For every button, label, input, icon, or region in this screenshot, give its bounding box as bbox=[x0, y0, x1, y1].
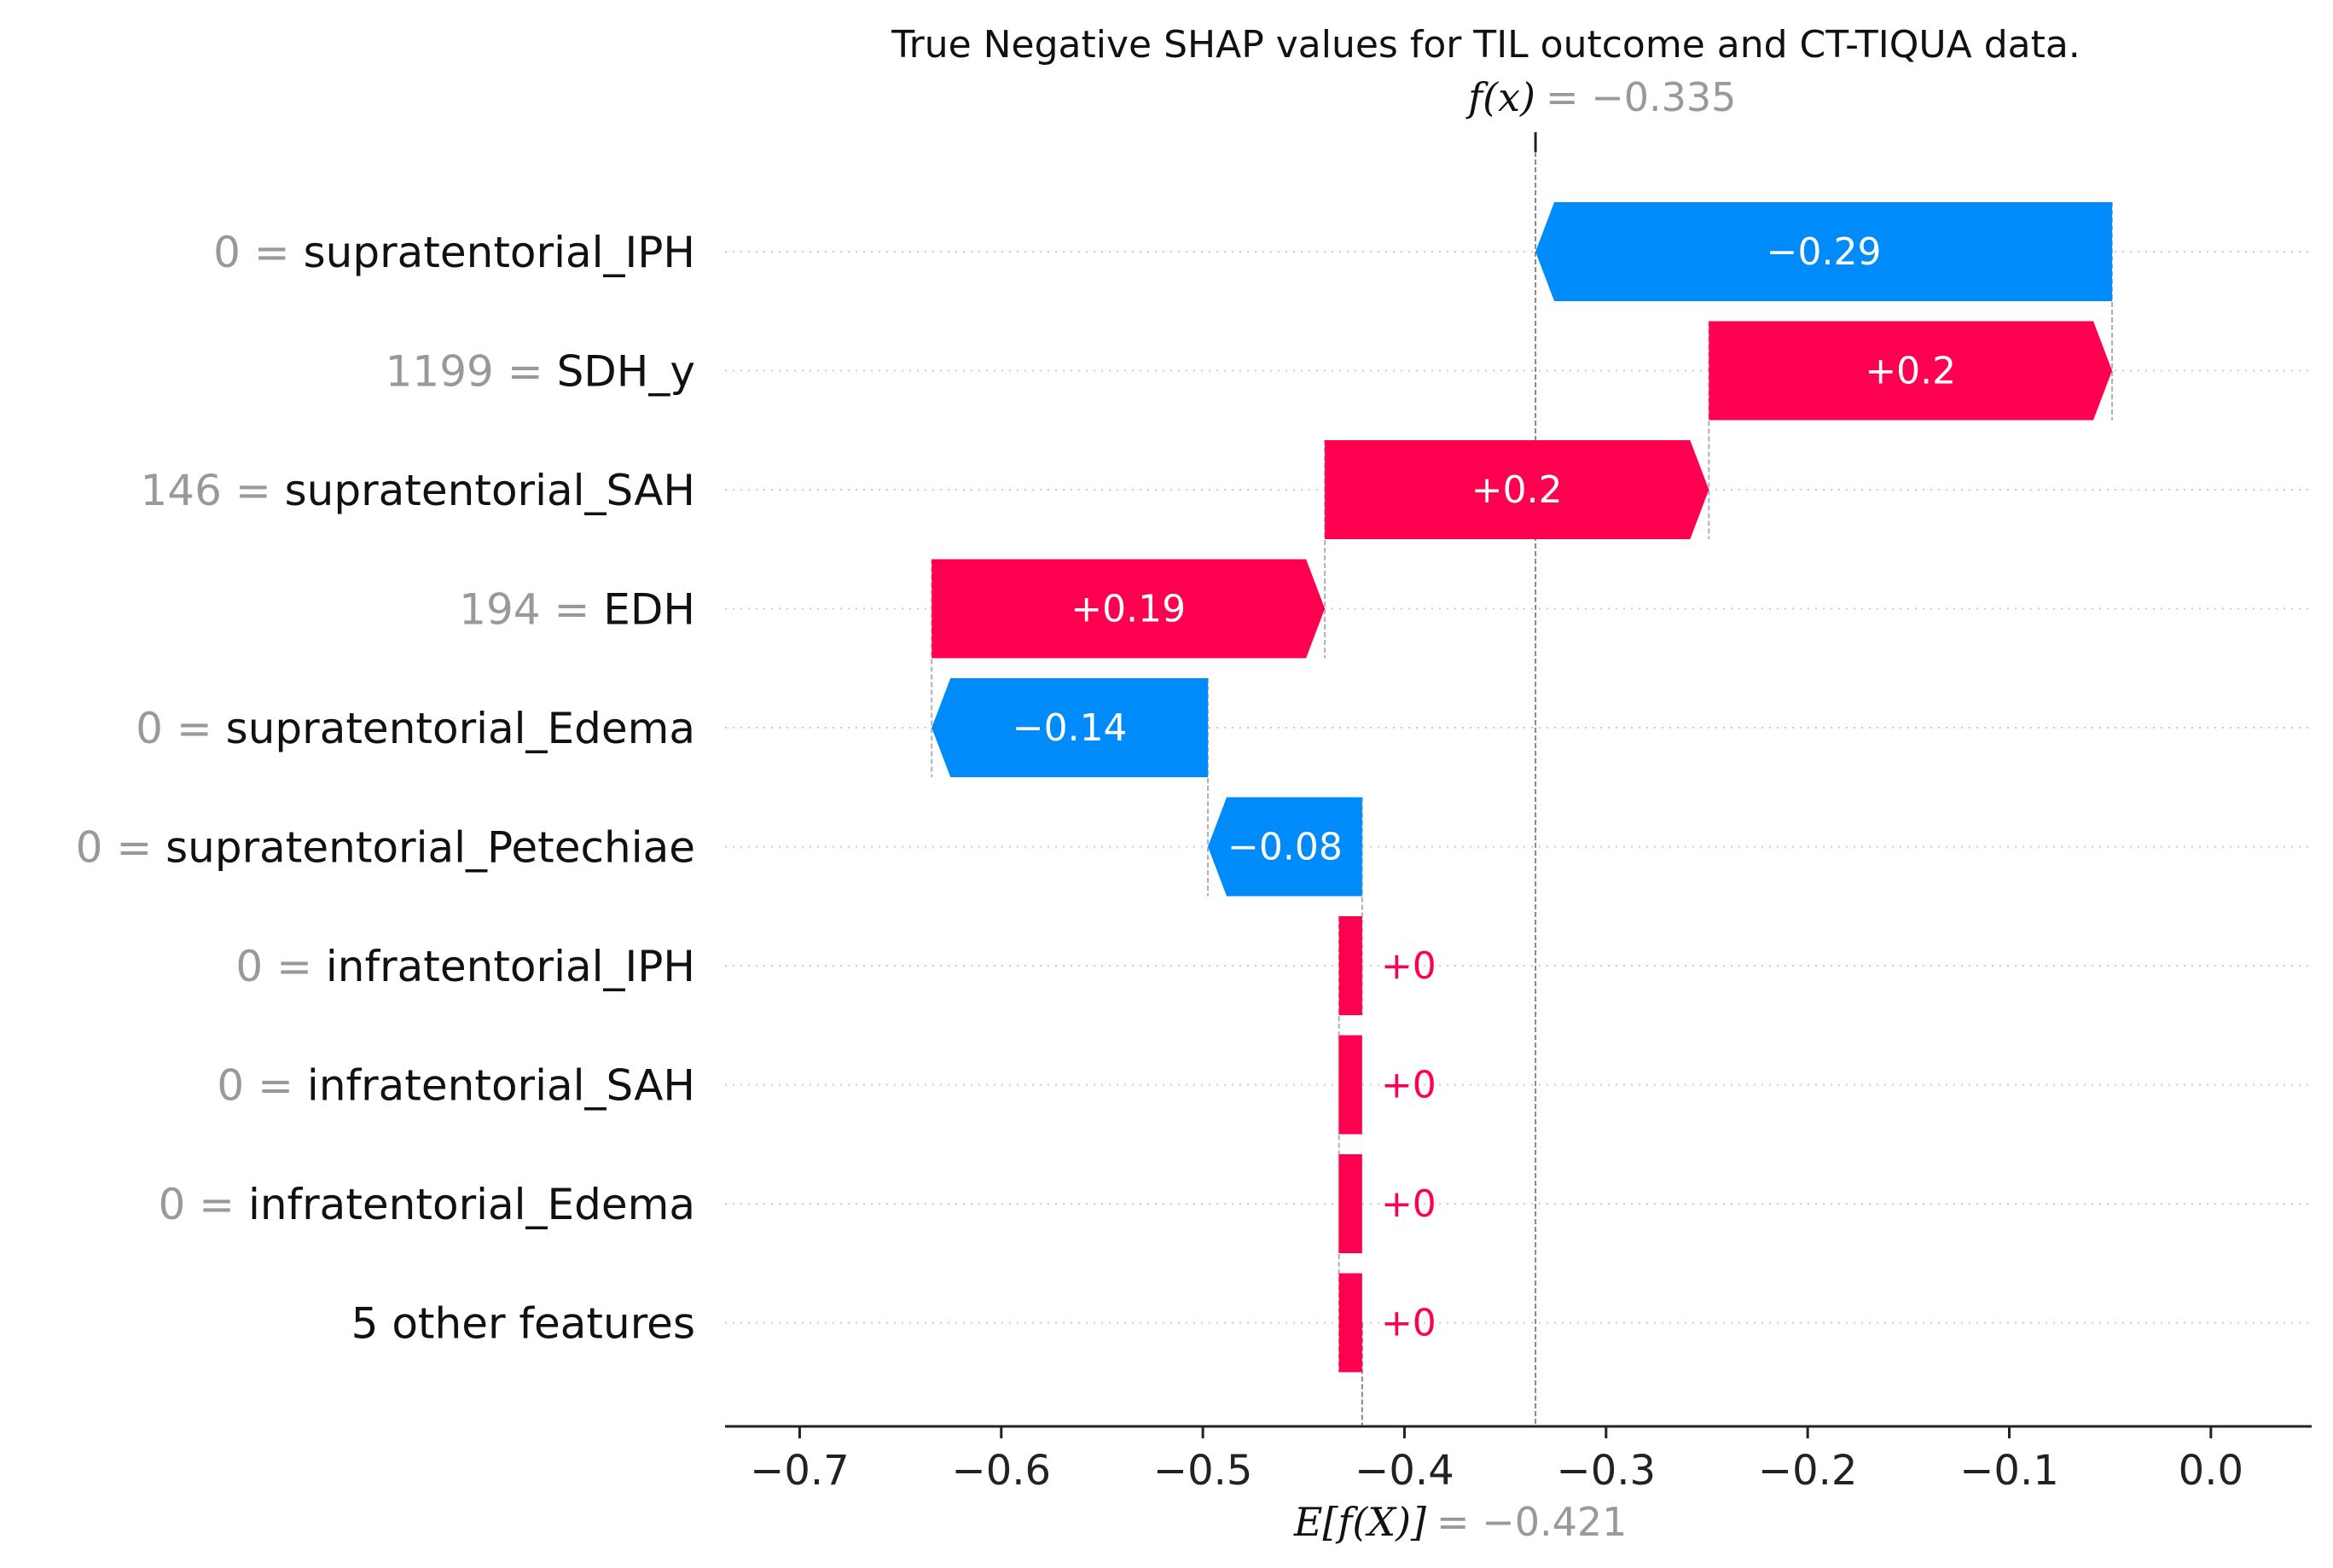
feature-label: 146 = supratentorial_SAH bbox=[141, 466, 696, 515]
shap-bar bbox=[1535, 202, 2113, 301]
fx-label: f(x) bbox=[1465, 74, 1535, 120]
x-tick-label: −0.5 bbox=[1153, 1447, 1253, 1495]
shap-value-label: −0.08 bbox=[1227, 826, 1343, 869]
feature-value: 0 = bbox=[213, 228, 304, 277]
feature-name: supratentorial_Petechiae bbox=[165, 823, 695, 873]
shap-bar bbox=[1338, 1154, 1362, 1253]
shap-bar bbox=[1338, 1273, 1362, 1373]
x-tick-label: −0.2 bbox=[1758, 1447, 1858, 1495]
shap-value-label: +0 bbox=[1381, 1302, 1436, 1345]
feature-value: 0 = bbox=[136, 704, 226, 753]
shap-bar bbox=[1208, 797, 1362, 897]
shap-bar bbox=[1325, 440, 1709, 539]
feature-name: supratentorial_SAH bbox=[285, 466, 695, 515]
feature-name: supratentorial_Edema bbox=[226, 704, 695, 753]
feature-name: supratentorial_IPH bbox=[304, 228, 695, 277]
shap-bar bbox=[1338, 916, 1362, 1015]
feature-label: 0 = supratentorial_IPH bbox=[213, 228, 695, 277]
feature-value: 0 = bbox=[76, 823, 166, 873]
feature-value: 0 = bbox=[158, 1180, 248, 1229]
chart-title: True Negative SHAP values for TIL outcom… bbox=[891, 23, 2081, 67]
shap-bar bbox=[931, 559, 1326, 659]
feature-label: 1199 = SDH_y bbox=[386, 347, 695, 397]
fx-annotation: f(x) = −0.335 bbox=[1465, 74, 1736, 120]
x-tick-label: −0.3 bbox=[1557, 1447, 1657, 1495]
feature-label: 5 other features bbox=[351, 1299, 695, 1349]
reference-lines bbox=[1361, 132, 1537, 1426]
feature-label: 0 = infratentorial_SAH bbox=[217, 1061, 695, 1111]
fx-value: = −0.335 bbox=[1546, 74, 1736, 120]
feature-name: 5 other features bbox=[351, 1299, 695, 1349]
efx-annotation: E[f(X)] = −0.421 bbox=[1293, 1499, 1628, 1545]
x-tick-label: −0.7 bbox=[750, 1447, 850, 1495]
x-tick-label: −0.6 bbox=[952, 1447, 1052, 1495]
feature-name: infratentorial_Edema bbox=[248, 1180, 695, 1229]
bar-labels: −0.29 +0.2 +0.2 +0.19 −0.14 −0.08 +0 +0 +0 +0 bbox=[1013, 230, 1956, 1345]
feature-label: 0 = infratentorial_Edema bbox=[158, 1180, 695, 1229]
x-tick-label: −0.1 bbox=[1959, 1447, 2059, 1495]
shap-value-label: +0.2 bbox=[1471, 468, 1563, 512]
feature-name: infratentorial_SAH bbox=[307, 1061, 695, 1111]
feature-name: infratentorial_IPH bbox=[326, 942, 695, 991]
feature-label: 194 = EDH bbox=[459, 585, 695, 635]
shap-bar bbox=[1709, 321, 2113, 421]
efx-value: = −0.421 bbox=[1436, 1499, 1627, 1545]
feature-value: 194 = bbox=[459, 585, 603, 635]
feature-name: SDH_y bbox=[557, 347, 695, 397]
feature-name: EDH bbox=[603, 585, 695, 635]
feature-label: 0 = infratentorial_IPH bbox=[235, 942, 695, 991]
shap-value-label: +0.2 bbox=[1865, 350, 1956, 393]
feature-value: 0 = bbox=[235, 942, 326, 991]
x-axis: −0.7 −0.6 −0.5 −0.4 −0.3 −0.2 −0.1 0.0 bbox=[725, 1425, 2312, 1495]
bars bbox=[931, 202, 2113, 1373]
shap-bar bbox=[1338, 1035, 1362, 1135]
feature-labels: 0 = supratentorial_IPH 1199 = SDH_y 146 = … bbox=[76, 228, 695, 1349]
x-tick-label: 0.0 bbox=[2179, 1447, 2243, 1495]
feature-value: 0 = bbox=[217, 1061, 307, 1111]
shap-value-label: +0 bbox=[1381, 1064, 1436, 1107]
x-tick-label: −0.4 bbox=[1355, 1447, 1454, 1495]
shap-value-label: −0.14 bbox=[1013, 706, 1128, 750]
efx-label: E[f(X)] bbox=[1293, 1499, 1426, 1545]
feature-value: 146 = bbox=[141, 466, 285, 515]
feature-value: 1199 = bbox=[386, 347, 557, 397]
shap-value-label: +0 bbox=[1381, 944, 1436, 988]
shap-bar bbox=[931, 678, 1209, 777]
feature-label: 0 = supratentorial_Petechiae bbox=[76, 823, 695, 873]
shap-value-label: +0 bbox=[1381, 1182, 1436, 1226]
shap-value-label: +0.19 bbox=[1071, 588, 1186, 631]
feature-label: 0 = supratentorial_Edema bbox=[136, 704, 695, 753]
shap-value-label: −0.29 bbox=[1767, 230, 1882, 274]
